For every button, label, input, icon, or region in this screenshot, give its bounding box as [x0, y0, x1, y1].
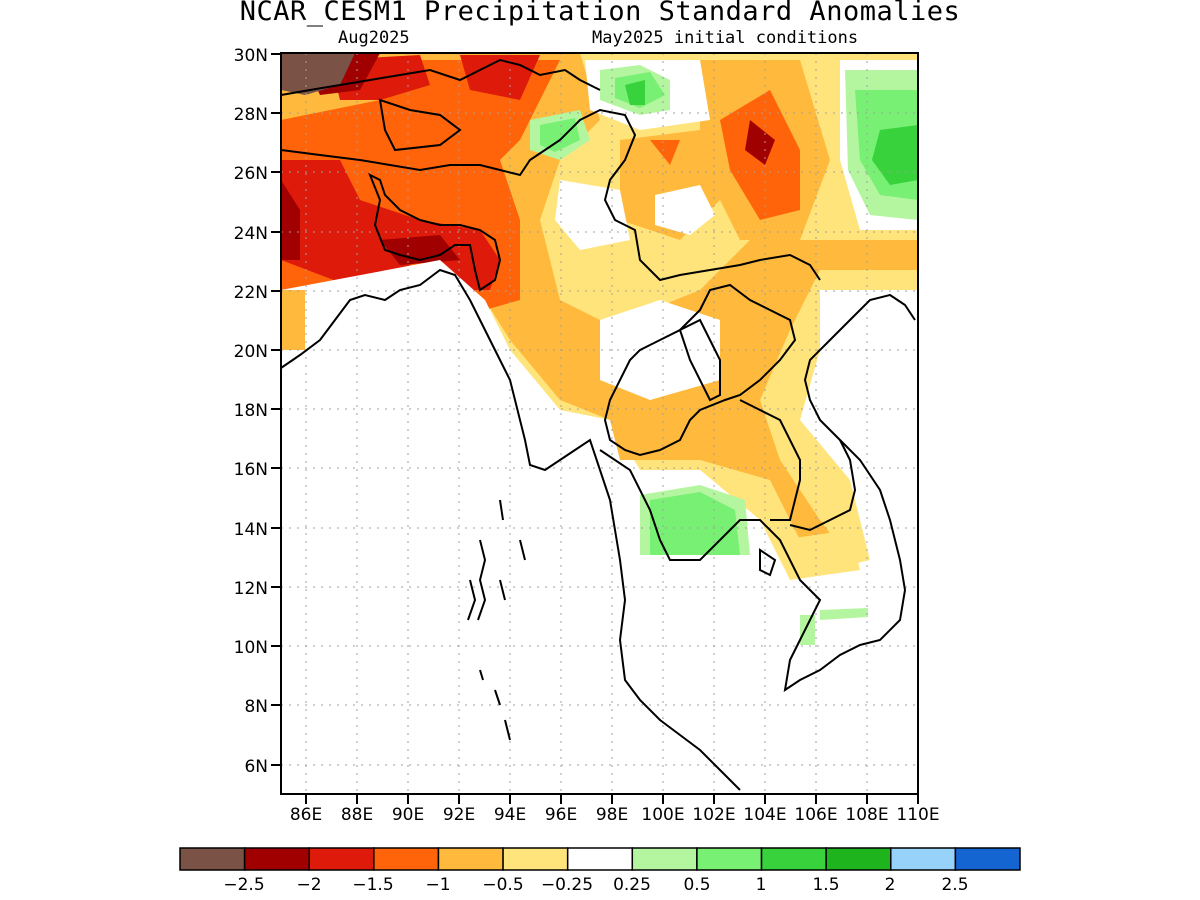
- legend-swatch: [631, 847, 698, 871]
- longitude-labels: 86E 88E 90E 92E 94E 96E 98E 100E 102E 10…: [290, 805, 940, 825]
- legend-label: −0.25: [541, 875, 593, 895]
- lat-label: 26N: [234, 164, 268, 184]
- lon-label: 88E: [341, 805, 373, 825]
- lat-label: 8N: [244, 697, 268, 717]
- lon-label: 98E: [596, 805, 628, 825]
- legend-label: 2.5: [941, 875, 968, 895]
- legend-label: −1: [425, 875, 450, 895]
- lon-label: 92E: [443, 805, 475, 825]
- legend-swatch: [566, 847, 634, 871]
- legend-swatch: [954, 847, 1021, 871]
- lon-label: 94E: [494, 805, 526, 825]
- lon-label: 90E: [392, 805, 424, 825]
- lat-label: 22N: [234, 283, 268, 303]
- lon-label: 110E: [896, 805, 939, 825]
- legend-swatch: [696, 847, 763, 871]
- legend-label: −1.5: [352, 875, 393, 895]
- map-title: NCAR_CESM1 Precipitation Standard Anomal…: [239, 0, 961, 27]
- legend-swatch: [308, 847, 375, 871]
- lon-label: 108E: [845, 805, 888, 825]
- lat-label: 18N: [234, 401, 268, 421]
- lat-label: 24N: [234, 224, 268, 244]
- legend-labels: −2.5 −2 −1.5 −1 −0.5 −0.25 0.25 0.5 1 1.…: [223, 875, 968, 895]
- lat-label: 16N: [234, 460, 268, 480]
- legend-label: 1: [756, 875, 767, 895]
- lat-label: 28N: [234, 105, 268, 125]
- lat-label: 30N: [234, 46, 268, 66]
- legend-label: −2: [296, 875, 321, 895]
- lat-label: 6N: [244, 757, 268, 777]
- map-gridlines: [281, 53, 918, 794]
- lon-label: 102E: [692, 805, 735, 825]
- init-conditions-label: May2025 initial conditions: [592, 28, 859, 48]
- legend-swatches: [179, 847, 1021, 871]
- lon-label: 104E: [743, 805, 786, 825]
- lon-label: 86E: [290, 805, 322, 825]
- legend-swatch: [179, 847, 246, 871]
- legend-label: 2: [885, 875, 896, 895]
- lon-label: 100E: [641, 805, 684, 825]
- lon-label: 96E: [545, 805, 577, 825]
- coastlines-borders: [281, 58, 916, 791]
- target-month-label: Aug2025: [338, 28, 410, 48]
- lat-label: 14N: [234, 520, 268, 540]
- legend-label: 0.5: [683, 875, 710, 895]
- legend-swatch: [373, 847, 440, 871]
- legend-label: −2.5: [223, 875, 264, 895]
- lat-label: 20N: [234, 342, 268, 362]
- legend-swatch: [437, 847, 504, 871]
- axis-ticks: [271, 53, 919, 804]
- latitude-labels: 30N 28N 26N 24N 22N 20N 18N 16N 14N 12N …: [234, 46, 268, 777]
- lat-label: 10N: [234, 638, 268, 658]
- map-frame: [280, 52, 919, 795]
- legend-swatch: [502, 847, 569, 871]
- legend-label: −0.5: [482, 875, 523, 895]
- legend-label: 1.5: [812, 875, 839, 895]
- legend-label: 0.25: [613, 875, 651, 895]
- lat-label: 12N: [234, 579, 268, 599]
- anomaly-shading: [281, 53, 918, 794]
- legend-swatch: [825, 847, 892, 871]
- legend-swatch: [243, 847, 310, 871]
- legend-swatch: [760, 847, 827, 871]
- lon-label: 106E: [794, 805, 837, 825]
- legend-swatch: [890, 847, 957, 871]
